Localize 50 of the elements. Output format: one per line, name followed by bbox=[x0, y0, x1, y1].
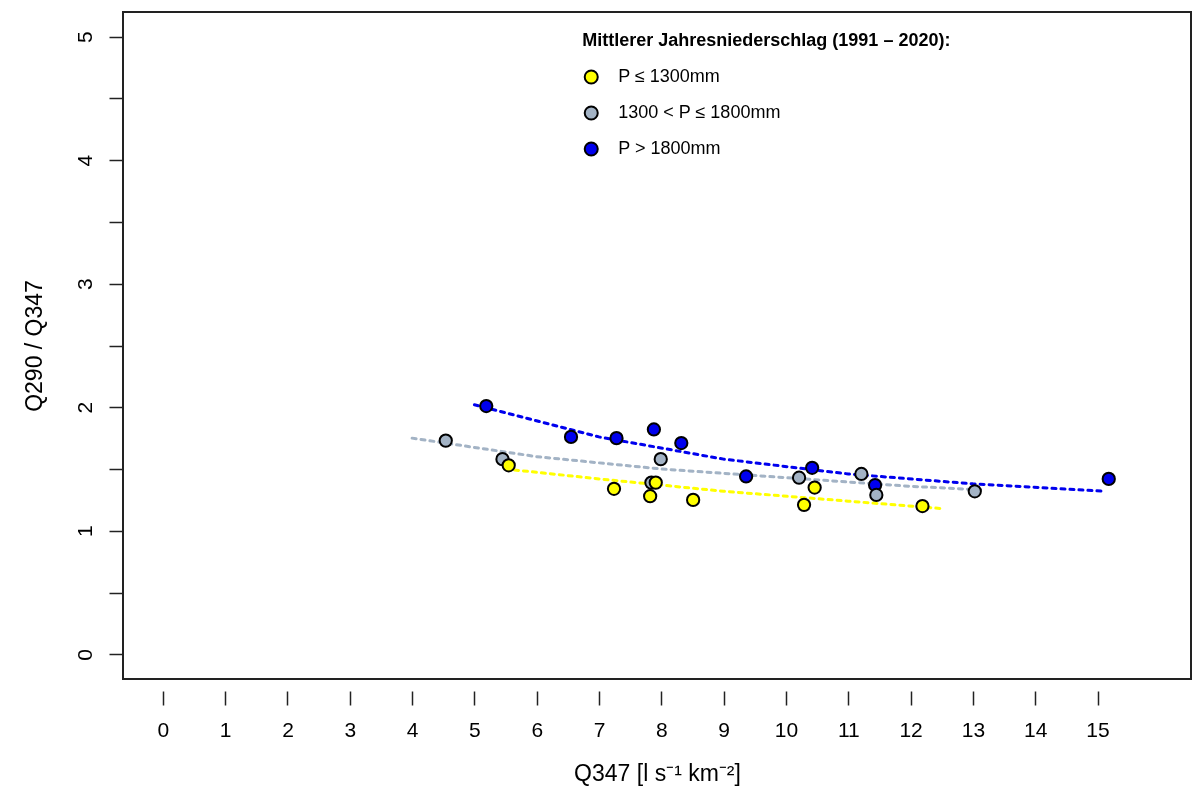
legend-title: Mittlerer Jahresniederschlag (1991 – 2020): bbox=[582, 30, 951, 50]
point bbox=[653, 452, 668, 467]
point bbox=[643, 489, 658, 504]
x-axis-title: Q347 [l s⁻¹ km⁻²] bbox=[574, 759, 741, 786]
y-tick-label: 4 bbox=[72, 154, 96, 167]
x-tick-label: 11 bbox=[837, 717, 860, 741]
x-tick-label: 1 bbox=[219, 717, 232, 741]
x-tick-label: 5 bbox=[469, 717, 481, 741]
y-tick-label: 5 bbox=[72, 31, 96, 44]
y-axis-title: Q290 / Q347 bbox=[20, 280, 47, 412]
x-tick-label: 14 bbox=[1024, 717, 1048, 741]
x-tick-label: 15 bbox=[1086, 717, 1110, 741]
legend-label: P ≤ 1300mm bbox=[618, 66, 720, 86]
y-tick-label: 3 bbox=[72, 278, 96, 291]
point bbox=[791, 470, 807, 485]
y-tick-label: 1 bbox=[72, 525, 96, 538]
x-tick-label: 2 bbox=[282, 717, 294, 741]
legend-label: 1300 < P ≤ 1800mm bbox=[618, 102, 781, 122]
point bbox=[674, 435, 689, 451]
y-tick-label: 0 bbox=[72, 648, 96, 661]
point bbox=[807, 480, 822, 495]
x-tick-label: 8 bbox=[656, 717, 668, 741]
x-tick-label: 0 bbox=[157, 717, 170, 741]
y-tick-label: 2 bbox=[72, 401, 96, 414]
point bbox=[501, 458, 516, 473]
point bbox=[854, 466, 869, 482]
x-tick-label: 13 bbox=[961, 717, 986, 741]
legend-label: P > 1800mm bbox=[618, 138, 721, 158]
point bbox=[869, 487, 884, 503]
point bbox=[738, 469, 754, 484]
x-tick-label: 3 bbox=[344, 717, 357, 741]
point bbox=[648, 475, 663, 490]
x-tick-label: 7 bbox=[593, 717, 606, 741]
x-tick-label: 6 bbox=[531, 717, 544, 741]
point bbox=[805, 460, 820, 475]
point bbox=[563, 429, 579, 445]
point bbox=[967, 484, 982, 499]
point bbox=[686, 492, 701, 508]
x-tick-label: 9 bbox=[718, 717, 731, 741]
point bbox=[438, 433, 453, 448]
point bbox=[609, 431, 624, 446]
point bbox=[915, 498, 930, 514]
point bbox=[646, 422, 662, 437]
x-tick-label: 4 bbox=[406, 717, 419, 741]
point bbox=[1101, 471, 1116, 487]
point bbox=[606, 481, 622, 496]
x-tick-label: 10 bbox=[774, 717, 799, 741]
x-tick-label: 12 bbox=[899, 717, 923, 741]
point bbox=[796, 497, 812, 512]
point bbox=[479, 398, 494, 414]
